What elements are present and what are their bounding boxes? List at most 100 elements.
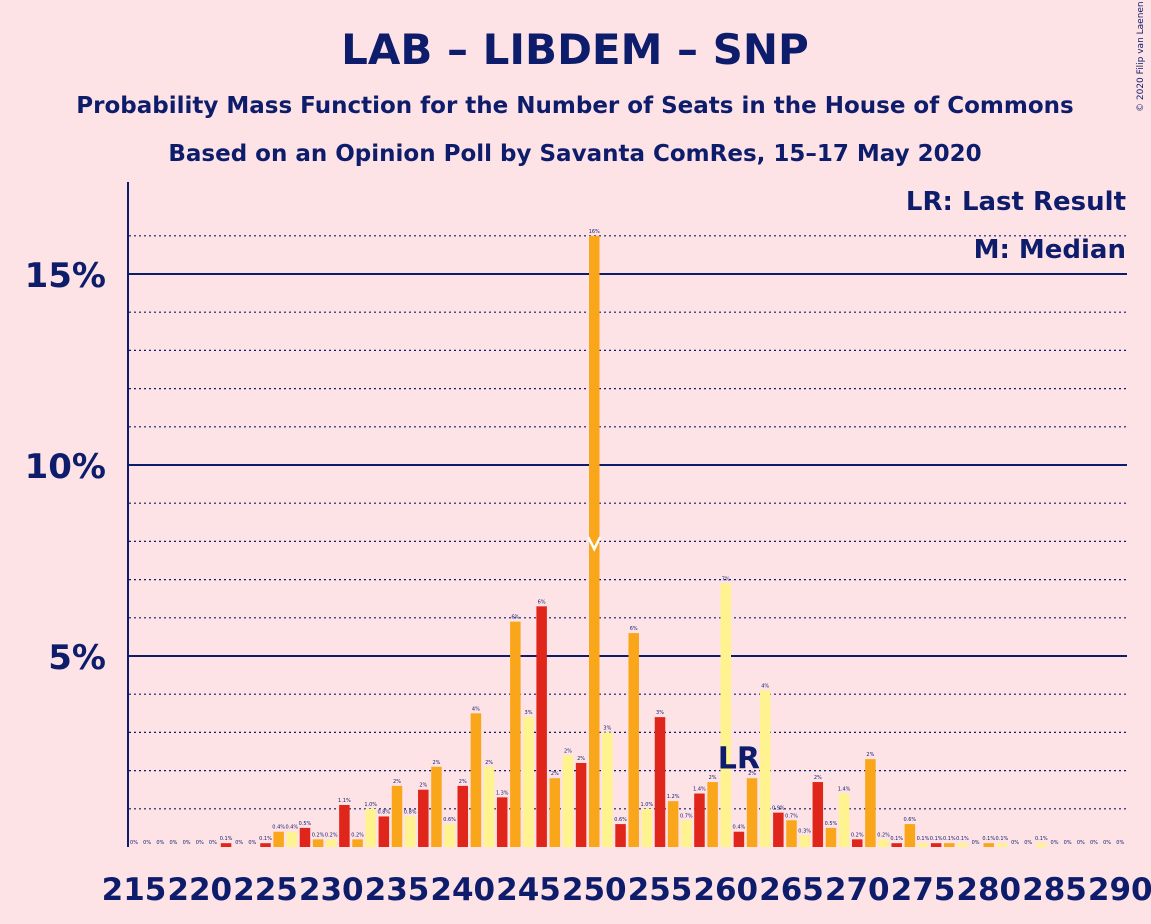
- bar-seat-263: [759, 690, 771, 847]
- bar-seat-264: [773, 812, 784, 847]
- bar-seat-266: [799, 835, 810, 847]
- grid-lines: [129, 235, 1127, 810]
- bar-seat-240: [457, 785, 468, 847]
- bar-seat-245: [523, 717, 534, 847]
- bar-labels-group: 0% 0% 0% 0% 0% 0% 0%0.1%0% 0%0.1%0.4% 0.4%0.5%0.…: [130, 229, 1124, 846]
- bar-data-label: 0%: [1116, 840, 1124, 846]
- bar-seat-277: [944, 843, 955, 847]
- bar-data-label: 0.3%: [798, 829, 811, 835]
- x-tick-labels: 215 220 225 230 235 240 245 250 255 260 265 270 275 2…: [102, 872, 1151, 908]
- bar-data-label: 2%: [709, 775, 717, 781]
- x-tick-label: 265: [759, 872, 824, 908]
- bar-data-label: 0%: [1011, 840, 1019, 846]
- bar-seat-234: [378, 816, 390, 847]
- bar-data-label: 0.5%: [299, 821, 312, 827]
- bar-data-label: 2%: [577, 756, 585, 762]
- bar-seat-250: [589, 235, 600, 848]
- bar-data-label: 0.1%: [982, 836, 995, 842]
- bar-data-label: 0.7%: [680, 813, 693, 819]
- bar-seat-239: [444, 824, 455, 847]
- bar-seat-258: [694, 793, 705, 847]
- bar-data-label: 0.8%: [377, 809, 390, 815]
- bar-seat-253: [628, 633, 639, 847]
- bar-seat-274: [904, 824, 916, 847]
- bar-seat-231: [339, 804, 350, 847]
- copyright-notice: © 2020 Filip van Laenen: [1136, 1, 1146, 112]
- bar-seat-232: [352, 839, 363, 847]
- bar-data-label: 3%: [656, 710, 664, 716]
- bar-data-label: 2%: [551, 771, 559, 777]
- y-tick-label: 5%: [48, 638, 106, 678]
- y-tick-label: 10%: [25, 447, 106, 487]
- bar-data-label: 6%: [630, 626, 638, 632]
- bar-data-label: 0%: [169, 840, 177, 846]
- x-tick-label: 280: [956, 872, 1021, 908]
- bar-data-label: 0%: [1024, 840, 1032, 846]
- bar-seat-271: [865, 759, 876, 847]
- bar-data-label: 3%: [603, 725, 611, 731]
- bar-seat-248: [562, 755, 574, 847]
- chart-subtitle-1: Probability Mass Function for the Number…: [76, 93, 1073, 119]
- bar-data-label: 0.6%: [903, 817, 916, 823]
- bar-data-label: 2%: [814, 775, 822, 781]
- bar-seat-267: [812, 782, 824, 847]
- bar-data-label: 0.2%: [325, 832, 338, 838]
- bar-data-label: 1.0%: [640, 802, 653, 808]
- bar-data-label: 0.7%: [785, 813, 798, 819]
- x-tick-label: 260: [693, 872, 758, 908]
- bar-data-label: 0%: [156, 840, 164, 846]
- bar-data-label: 0.6%: [443, 817, 456, 823]
- bar-data-label: 0%: [235, 840, 243, 846]
- bar-data-label: 6%: [538, 599, 546, 605]
- bar-data-label: 1.2%: [667, 794, 680, 800]
- x-tick-label: 225: [233, 872, 298, 908]
- bar-data-label: 0.2%: [312, 832, 325, 838]
- bar-seat-284: [1036, 843, 1047, 847]
- bar-seat-261: [733, 831, 745, 847]
- median-marker: [587, 536, 602, 552]
- bar-data-label: 0.1%: [890, 836, 903, 842]
- bar-data-label: 0.1%: [996, 836, 1009, 842]
- bar-data-label: 0%: [972, 840, 980, 846]
- bar-data-label: 1.0%: [364, 802, 377, 808]
- bar-seat-237: [418, 789, 429, 847]
- bar-seat-247: [549, 778, 561, 847]
- bar-data-label: 0.9%: [772, 806, 785, 812]
- bar-seat-236: [404, 816, 416, 847]
- bar-seat-251: [602, 732, 613, 847]
- bar-seat-242: [483, 766, 495, 847]
- bar-data-label: 0%: [1077, 840, 1085, 846]
- bar-data-label: 4%: [472, 706, 480, 712]
- bar-data-label: 0.1%: [220, 836, 233, 842]
- bar-seat-246: [536, 606, 547, 847]
- markers-group: LR: [587, 536, 760, 777]
- bar-data-label: 0.1%: [1035, 836, 1048, 842]
- legend-last-result: LR: Last Result: [906, 187, 1126, 217]
- x-tick-label: 270: [825, 872, 890, 908]
- bar-seat-269: [838, 793, 850, 847]
- bar-seat-244: [510, 621, 521, 847]
- bar-data-label: 0.2%: [851, 832, 864, 838]
- bar-data-label: 2%: [432, 760, 440, 766]
- bar-seat-255: [654, 717, 666, 847]
- bar-data-label: 1.1%: [338, 798, 351, 804]
- bar-seat-254: [641, 808, 653, 847]
- bar-data-label: 0.1%: [943, 836, 956, 842]
- bar-seat-233: [365, 808, 376, 847]
- bar-seat-276: [930, 843, 942, 847]
- legend-median: M: Median: [974, 235, 1126, 265]
- x-tick-label: 285: [1022, 872, 1087, 908]
- bar-seat-270: [852, 839, 863, 847]
- bar-seat-241: [470, 713, 482, 847]
- x-tick-label: 215: [102, 872, 167, 908]
- bar-data-label: 4%: [761, 683, 769, 689]
- bar-seat-228: [299, 827, 311, 847]
- bar-data-label: 0.4%: [272, 825, 285, 831]
- bar-data-label: 0%: [143, 840, 151, 846]
- bar-data-label: 2%: [485, 760, 493, 766]
- bar-seat-225: [260, 843, 271, 847]
- bar-seat-252: [615, 824, 626, 847]
- bar-data-label: 2%: [564, 748, 572, 754]
- bar-data-label: 0.5%: [825, 821, 838, 827]
- chart-subtitle-2: Based on an Opinion Poll by Savanta ComR…: [168, 141, 981, 167]
